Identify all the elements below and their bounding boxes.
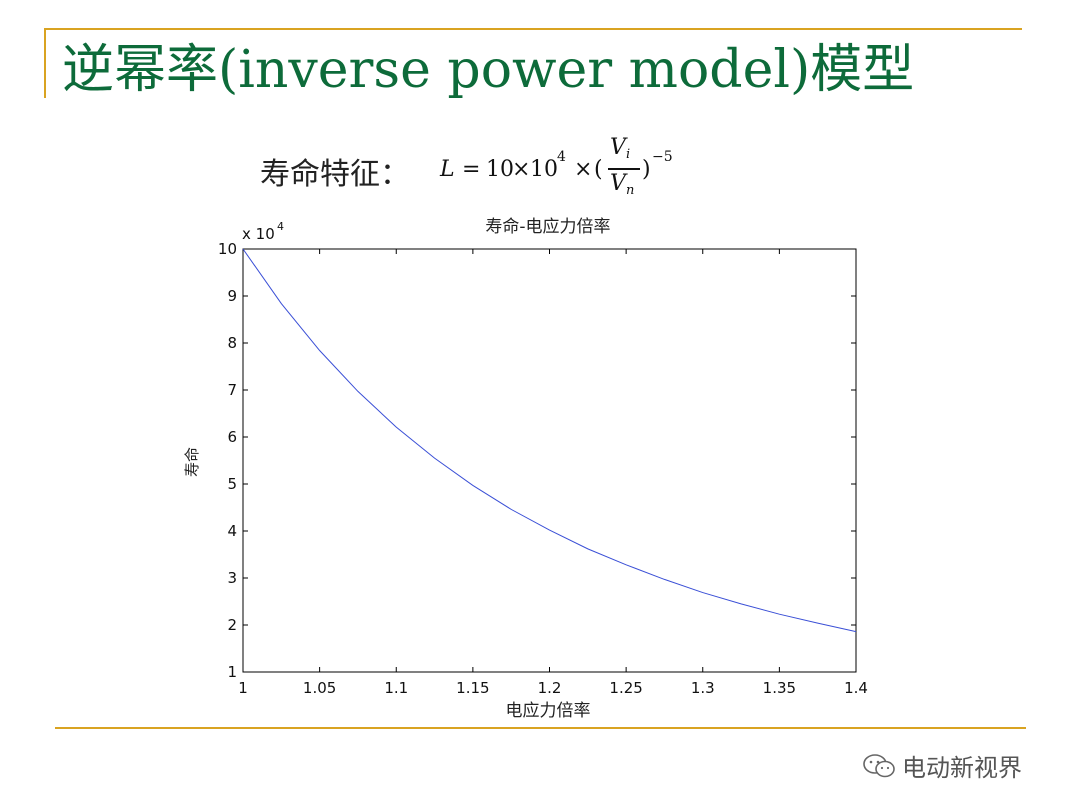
formula-power: −5 xyxy=(652,149,673,165)
formula-numerator: V xyxy=(610,135,626,160)
y-multiplier-exp: 4 xyxy=(277,220,284,233)
y-tick-label: 6 xyxy=(227,428,237,446)
x-tick-label: 1.25 xyxy=(609,679,642,697)
formula-fraction-bar xyxy=(608,168,640,170)
x-tick-label: 1.2 xyxy=(538,679,562,697)
formula-times2: × xyxy=(574,157,593,182)
y-tick-label: 5 xyxy=(227,475,237,493)
series-line xyxy=(242,248,857,633)
plot-area xyxy=(242,248,857,673)
y-tick-label: 9 xyxy=(227,287,237,305)
x-tick-label: 1.4 xyxy=(844,679,868,697)
formula-numerator-sub: i xyxy=(626,147,631,162)
y-tick-label: 8 xyxy=(227,334,237,352)
formula-exp: 4 xyxy=(557,149,566,165)
slide-title: 逆幂率(inverse power model)模型 xyxy=(62,40,915,100)
watermark-text: 电动新视界 xyxy=(902,754,1022,782)
y-tick-label: 7 xyxy=(227,381,237,399)
x-axis-label: 电应力倍率 xyxy=(506,701,591,721)
formula-denominator: V xyxy=(610,171,626,196)
watermark: 电动新视界 xyxy=(862,748,1022,783)
formula-open-paren: ( xyxy=(594,157,603,182)
formula-base: 10 xyxy=(530,157,558,182)
formula-times1: × xyxy=(512,157,531,182)
x-tick-label: 1.15 xyxy=(456,679,489,697)
formula-denominator-sub: n xyxy=(626,183,635,198)
y-tick-label: 3 xyxy=(227,569,237,587)
formula-coef: 10 xyxy=(486,157,514,182)
footer-divider xyxy=(55,727,1026,729)
y-tick-label: 10 xyxy=(218,240,237,258)
formula-eq: = xyxy=(462,157,481,182)
x-tick-label: 1.1 xyxy=(384,679,408,697)
formula-close-paren: ) xyxy=(642,157,651,182)
formula-lhs: L xyxy=(440,157,455,182)
y-tick-label: 4 xyxy=(227,522,237,540)
x-tick-label: 1.35 xyxy=(763,679,796,697)
axes: 1 1.05 1.1 1.15 1.2 1.25 1.3 1.35 1.4 1 2 3 4 5 6 7 8 9 10 xyxy=(218,240,868,697)
title-accent-horizontal xyxy=(44,28,1022,30)
x-tick-label: 1 xyxy=(238,679,248,697)
y-tick-label: 2 xyxy=(227,616,237,634)
y-tick-label: 1 xyxy=(227,663,237,681)
title-accent-vertical xyxy=(44,28,46,98)
x-tick-label: 1.05 xyxy=(303,679,336,697)
y-multiplier: x 10 xyxy=(242,225,275,243)
y-axis-label: 寿命 xyxy=(183,447,201,477)
chart-title: 寿命-电应力倍率 xyxy=(485,217,610,237)
x-tick-label: 1.3 xyxy=(691,679,715,697)
wechat-icon xyxy=(863,753,895,777)
formula-label: 寿命特征： xyxy=(260,157,410,192)
